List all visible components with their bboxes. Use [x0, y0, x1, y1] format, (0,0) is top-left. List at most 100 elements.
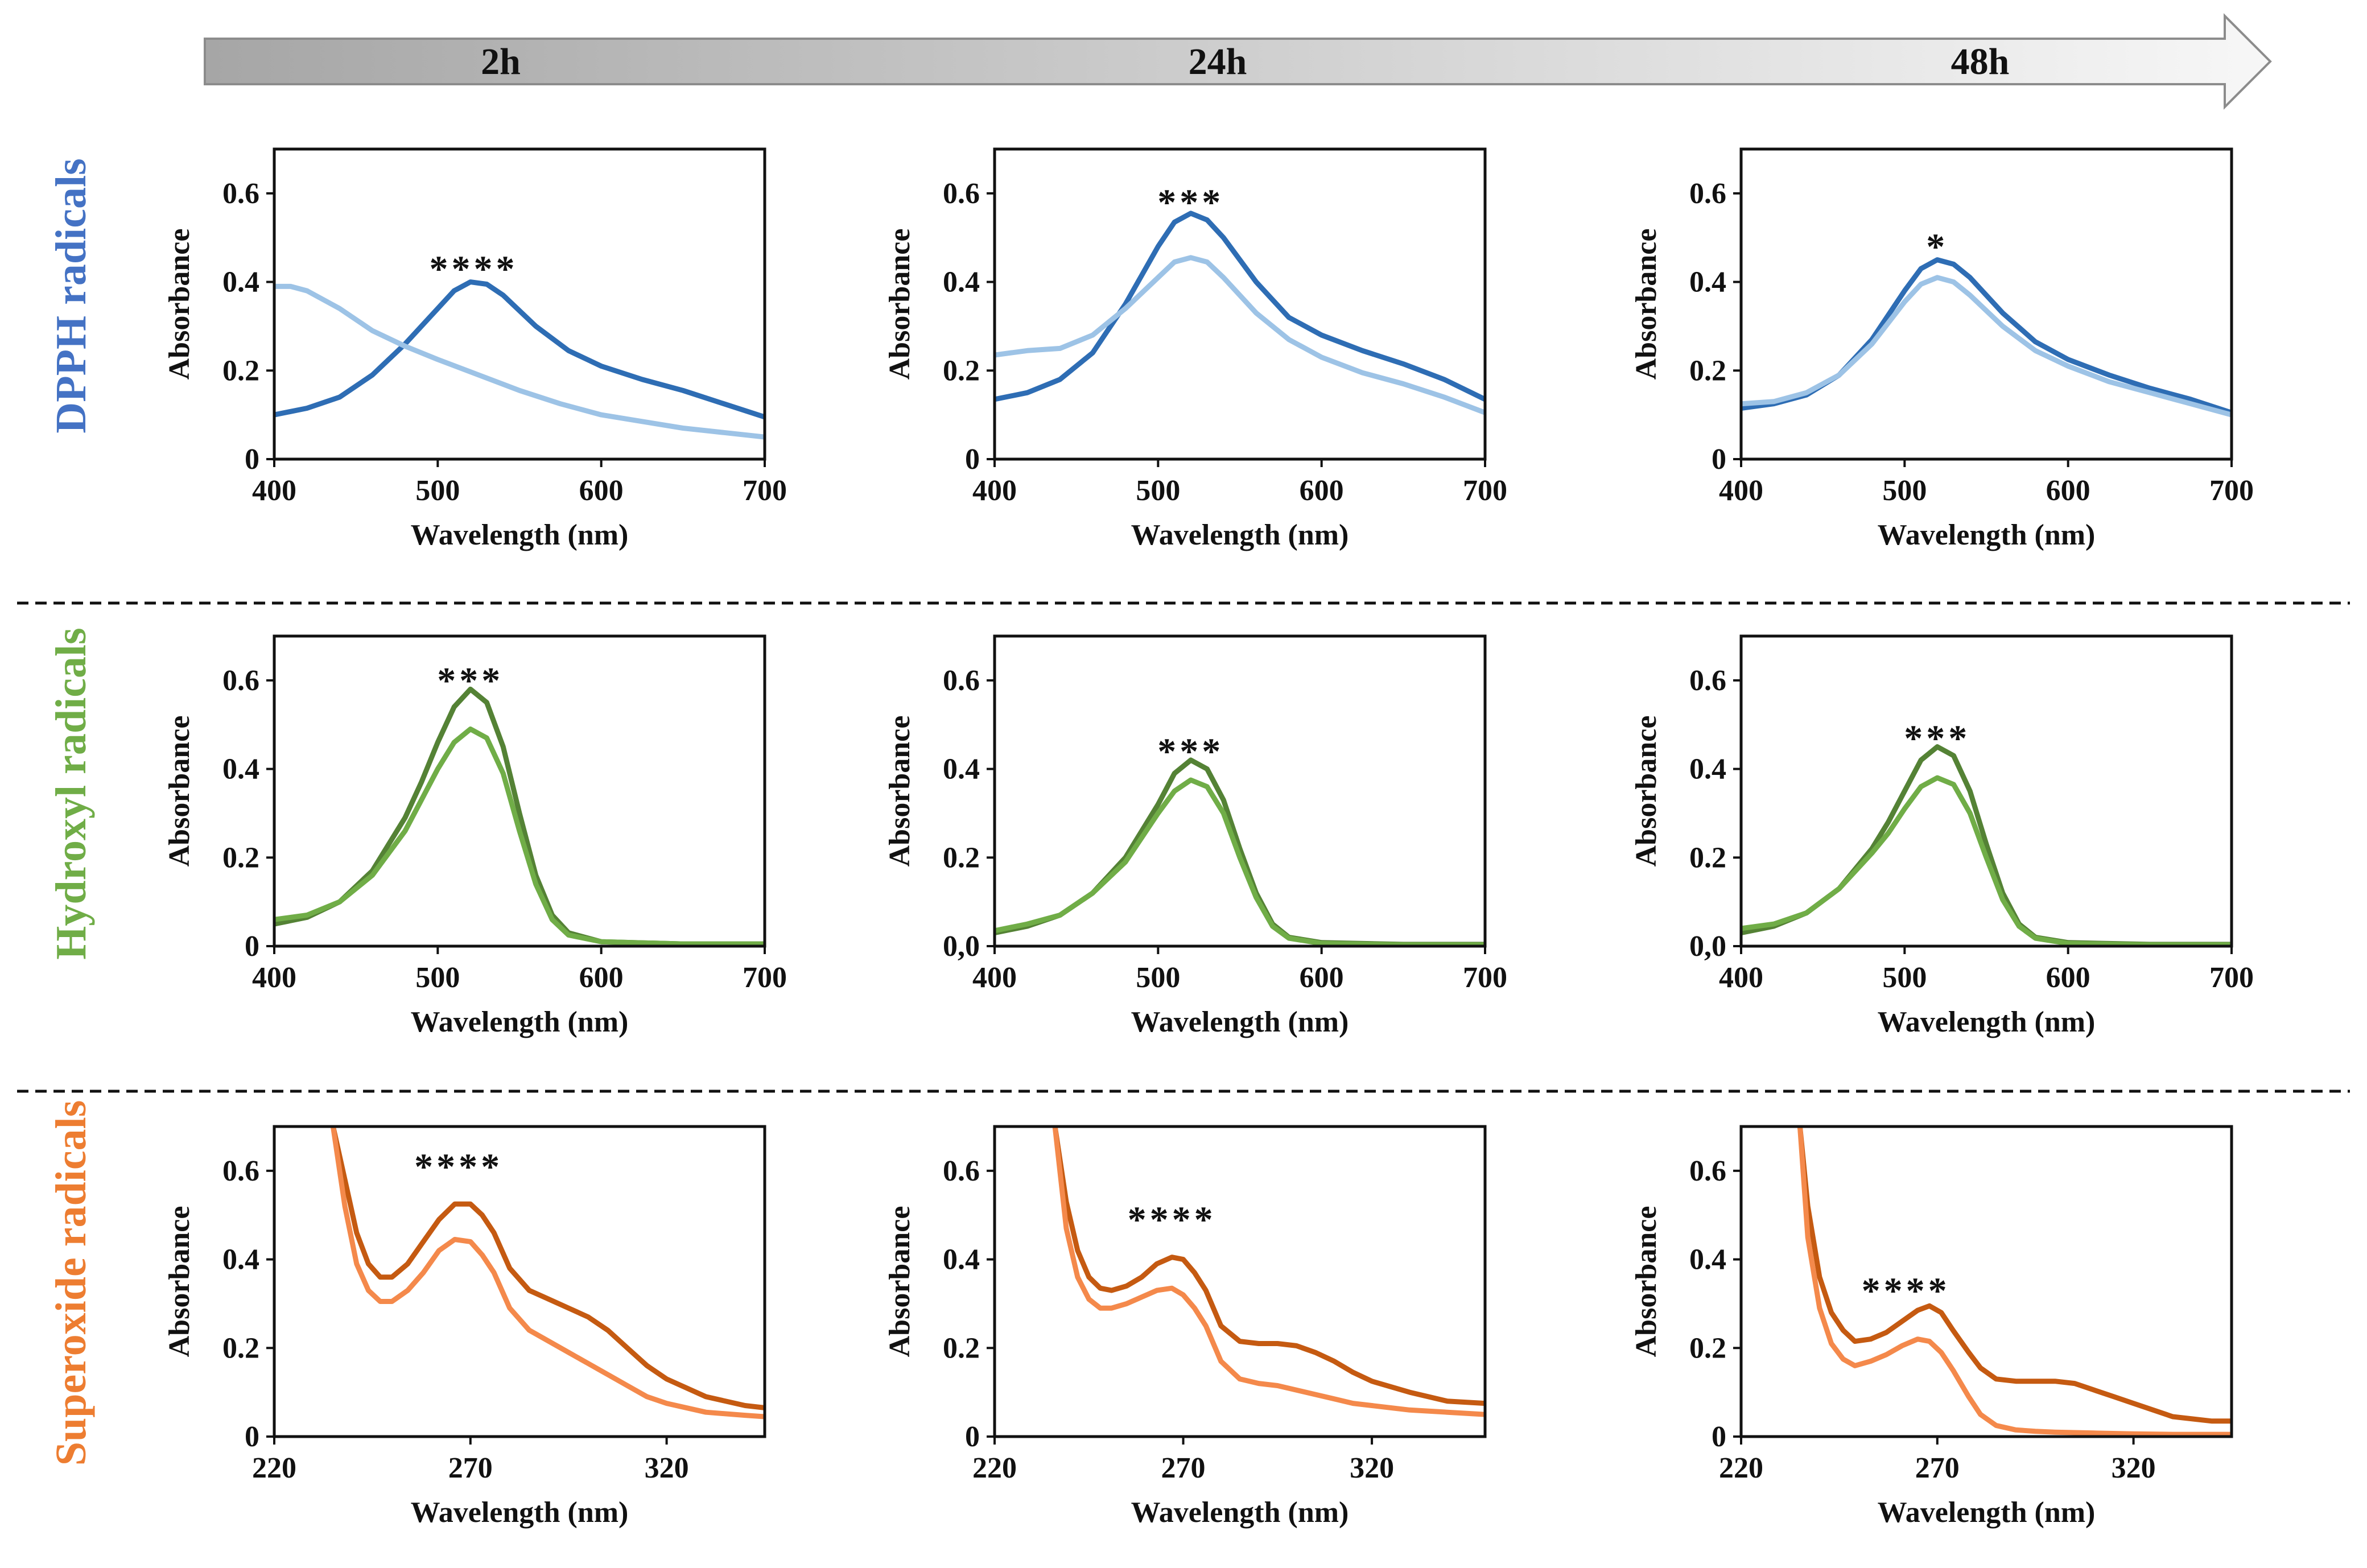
- x-tick-label: 320: [1350, 1452, 1394, 1484]
- plot-frame: [1739, 634, 2233, 948]
- x-tick-label: 600: [2046, 962, 2090, 994]
- y-tick-label: 0.4: [1689, 266, 1726, 299]
- y-tick-label: 0: [965, 443, 980, 476]
- timeline-arrow-shape: [204, 13, 2272, 110]
- chart-dpph-48h: 400 500 600 700 0 0.2 0.4 0.6 Wavelength (nm) Abs…: [1630, 147, 2254, 551]
- x-tick-label: 500: [1882, 474, 1927, 507]
- x-tick-label: 700: [2209, 962, 2254, 994]
- significance-label: ***: [1904, 717, 1970, 759]
- plot-frame: [993, 147, 1487, 461]
- y-tick-label: 0.2: [222, 1332, 259, 1364]
- x-tick-label: 500: [1136, 474, 1180, 507]
- plot-frame: [1739, 1125, 2233, 1438]
- significance-label: ****: [414, 1146, 503, 1187]
- chart-superoxide-24h: 220 270 320 0 0.2 0.4 0.6 Wavelength (nm) Absorb…: [884, 1125, 1487, 1529]
- x-tick-label: 400: [1719, 962, 1763, 994]
- chart-hydroxyl-24h: 400 500 600 700 0,0 0.2 0.4 0.6 Wavelength (nm) A…: [884, 634, 1507, 1038]
- significance-label: ***: [1157, 182, 1224, 224]
- series-light-line: [1052, 1127, 1485, 1417]
- y-tick-label: 0: [1712, 1421, 1726, 1453]
- y-tick-label: 0.2: [943, 1332, 980, 1364]
- series-dark-line: [274, 279, 765, 420]
- x-tick-label: 500: [415, 474, 460, 507]
- series-light-line: [1741, 775, 2232, 946]
- y-axis-title: Absorbance: [884, 1206, 916, 1357]
- y-tick-label: 0: [1712, 443, 1726, 476]
- y-tick-label: 0.6: [1689, 178, 1726, 210]
- y-tick-label: 0.6: [1689, 665, 1726, 697]
- y-axis-title: Absorbance: [884, 229, 916, 380]
- series-dark-line: [274, 686, 765, 946]
- plot-frame: [1739, 147, 2233, 461]
- significance-label: ****: [1128, 1199, 1217, 1241]
- y-tick-label: 0,0: [1689, 930, 1726, 963]
- row-label-hydroxyl: Hydroxyl radicals: [47, 628, 95, 959]
- x-axis-title: Wavelength (nm): [1878, 1006, 2096, 1038]
- series-light-line: [274, 283, 765, 440]
- row-label-superoxide: Superoxide radicals: [47, 1100, 95, 1466]
- x-tick-label: 400: [972, 962, 1017, 994]
- x-tick-label: 220: [252, 1452, 296, 1484]
- x-axis-title: Wavelength (nm): [1878, 519, 2096, 551]
- y-tick-label: 0.4: [222, 266, 259, 299]
- x-tick-label: 700: [743, 474, 787, 507]
- series-light-line: [274, 727, 765, 946]
- y-tick-label: 0.4: [222, 1244, 259, 1276]
- x-axis-title: Wavelength (nm): [411, 1496, 629, 1529]
- y-tick-label: 0.2: [943, 841, 980, 874]
- y-tick-label: 0.6: [1689, 1155, 1726, 1187]
- x-tick-label: 270: [448, 1452, 493, 1484]
- series-light-line: [330, 1127, 765, 1420]
- y-axis-title: Absorbance: [163, 1206, 196, 1357]
- y-tick-label: 0.6: [222, 665, 259, 697]
- chart-dpph-2h: 400 500 600 700 0 0.2 0.4 0.6 Wavelength (nm) Abs…: [163, 147, 787, 551]
- significance-label: ***: [1157, 731, 1224, 773]
- y-tick-label: 0.4: [1689, 1244, 1726, 1276]
- x-axis-title: Wavelength (nm): [411, 1006, 629, 1038]
- x-tick-label: 700: [743, 962, 787, 994]
- series-light-line: [1797, 1127, 2232, 1437]
- x-tick-label: 220: [972, 1452, 1017, 1484]
- series-light-line: [995, 255, 1485, 415]
- x-tick-label: 600: [579, 474, 624, 507]
- chart-hydroxyl-2h: 400 500 600 700 0 0.2 0.4 0.6 Wavelength (nm) Abs…: [163, 634, 787, 1038]
- y-tick-label: 0.2: [1689, 1332, 1726, 1364]
- y-tick-label: 0.4: [943, 753, 980, 786]
- y-tick-label: 0.6: [943, 178, 980, 210]
- y-tick-label: 0.6: [943, 1155, 980, 1187]
- x-axis-title: Wavelength (nm): [1131, 1496, 1349, 1529]
- chart-hydroxyl-48h: 400 500 600 700 0,0 0.2 0.4 0.6 Wavelength (nm) A…: [1630, 634, 2254, 1038]
- series-dark-line: [1741, 744, 2232, 946]
- plot-frame: [273, 147, 766, 461]
- y-tick-label: 0.6: [222, 1155, 259, 1187]
- y-axis-title: Absorbance: [1630, 229, 1663, 380]
- series-dark-line: [995, 211, 1485, 402]
- x-tick-label: 400: [252, 474, 296, 507]
- series-dark-line: [330, 1127, 765, 1410]
- x-tick-label: 700: [2209, 474, 2254, 507]
- x-axis-title: Wavelength (nm): [1878, 1496, 2096, 1529]
- y-tick-label: 0.4: [943, 1244, 980, 1276]
- y-axis-title: Absorbance: [884, 716, 916, 867]
- significance-label: ****: [430, 248, 518, 290]
- time-label-24h: 24h: [1189, 41, 1247, 82]
- y-tick-label: 0.2: [943, 354, 980, 387]
- x-tick-label: 320: [645, 1452, 689, 1484]
- x-tick-label: 500: [1882, 962, 1927, 994]
- series-dark-line: [1052, 1127, 1485, 1406]
- y-tick-label: 0: [245, 1421, 259, 1453]
- timeline-arrow: 2h 24h 48h: [204, 13, 2272, 110]
- y-axis-title: Absorbance: [163, 229, 196, 380]
- panels: 400 500 600 700 0 0.2 0.4 0.6 Wavelength (nm) Abs…: [163, 147, 2254, 1529]
- plot-frame: [273, 634, 766, 948]
- chart-superoxide-48h: 220 270 320 0 0.2 0.4 0.6 Wavelength (nm) Absorb…: [1630, 1125, 2233, 1529]
- y-tick-label: 0.2: [222, 354, 259, 387]
- time-label-2h: 2h: [481, 41, 521, 82]
- series-light-line: [1741, 275, 2232, 418]
- series-dark-line: [1797, 1127, 2232, 1424]
- x-tick-label: 400: [1719, 474, 1763, 507]
- row-label-dpph: DPPH radicals: [47, 158, 95, 433]
- y-tick-label: 0.4: [1689, 753, 1726, 786]
- x-tick-label: 600: [1300, 962, 1344, 994]
